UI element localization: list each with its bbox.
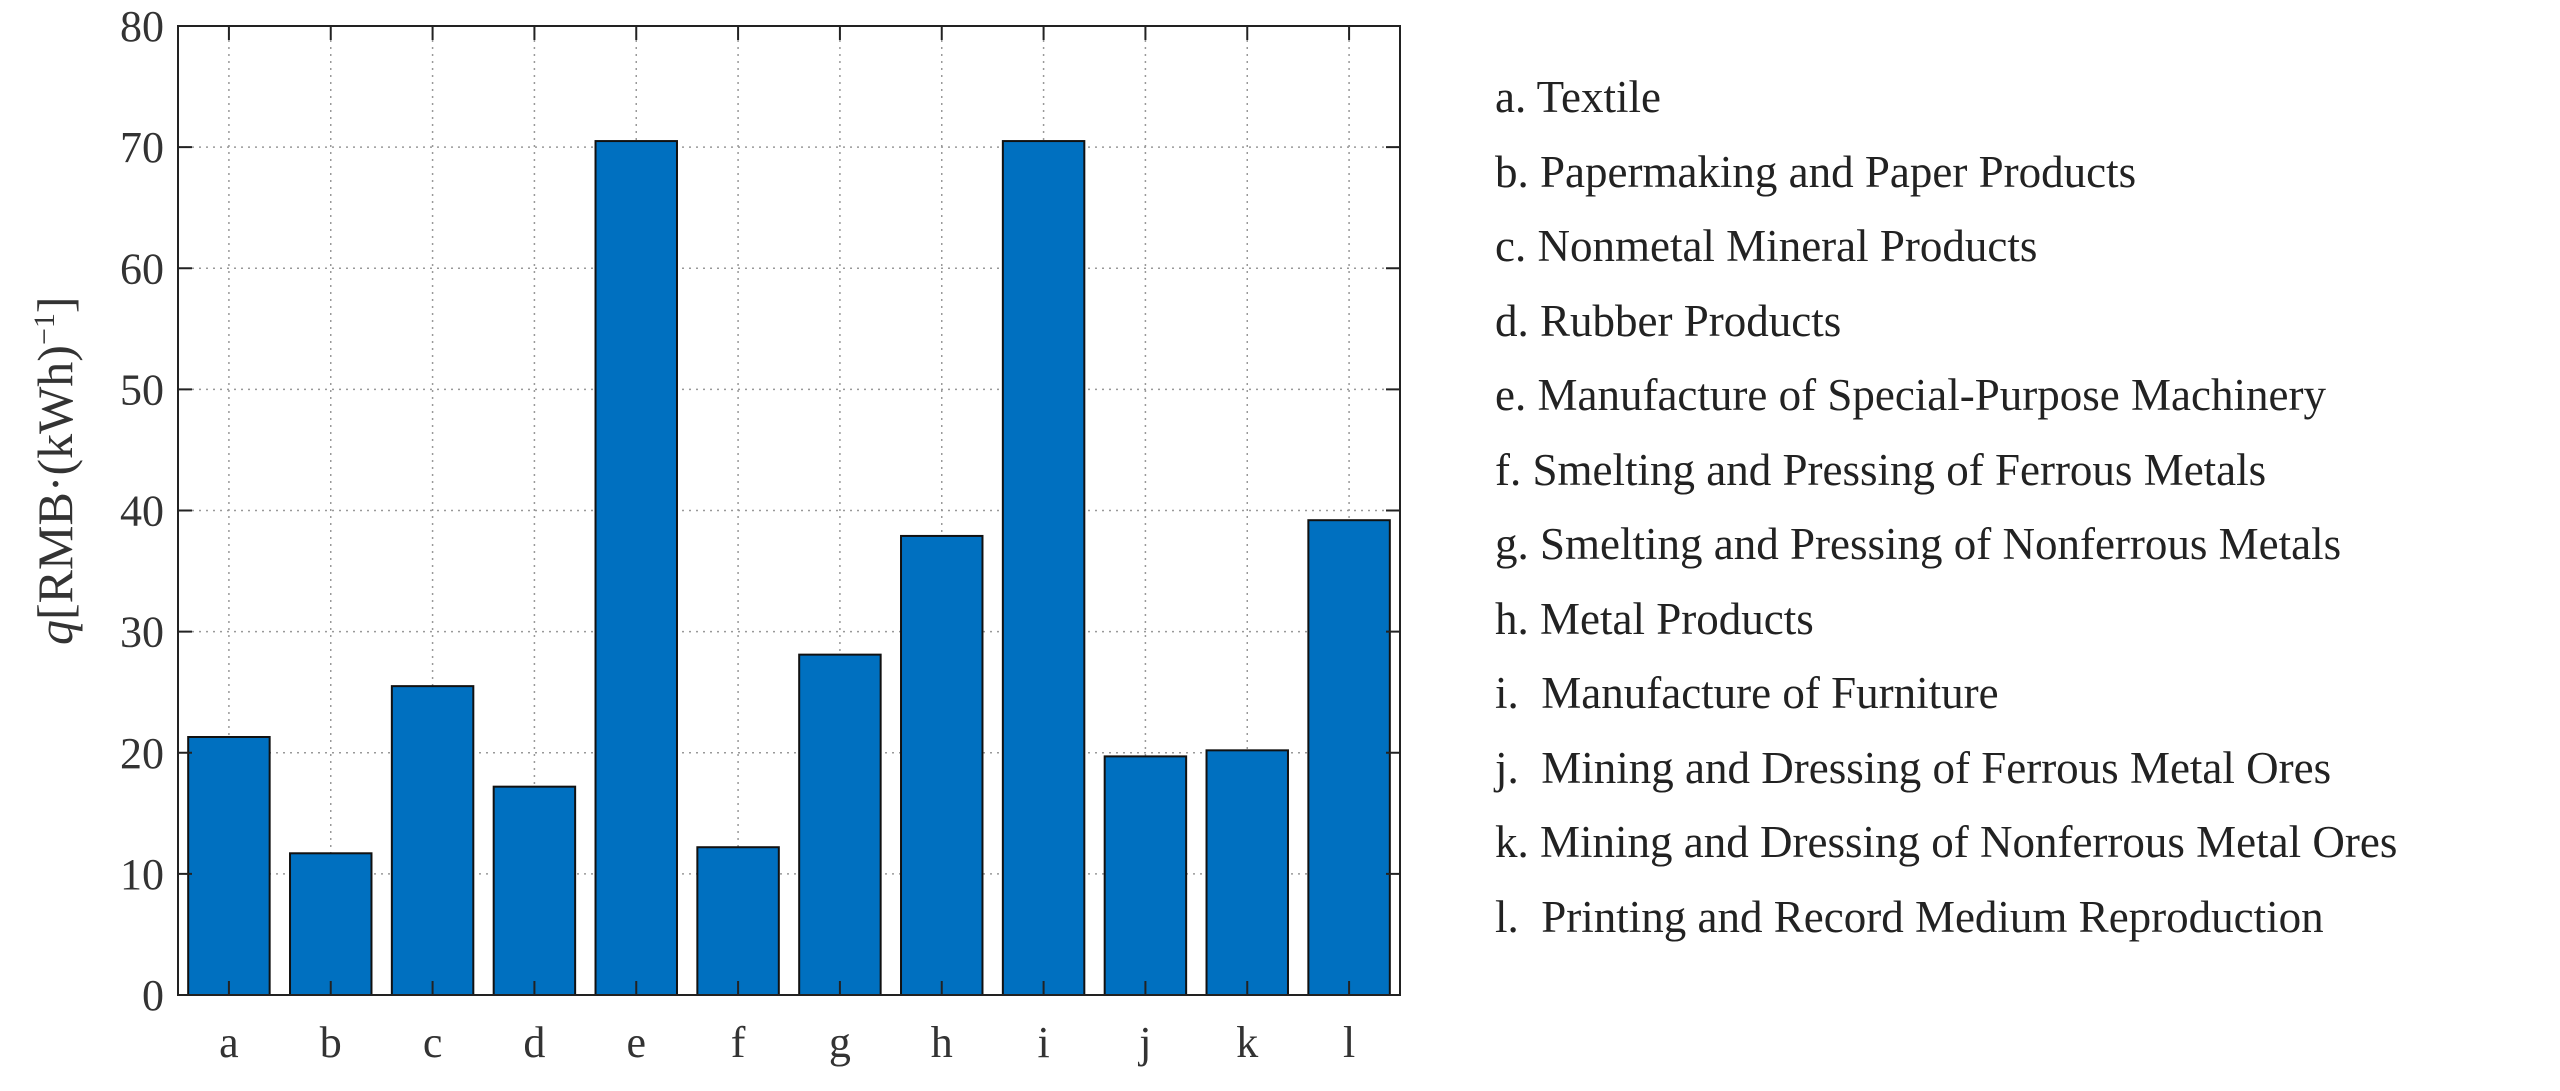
- y-axis-label-unit: [RMB·(kWh): [27, 345, 83, 620]
- x-tick-label: a: [219, 1018, 239, 1067]
- bar-l: [1307, 519, 1391, 996]
- axis-ticks: [178, 25, 1400, 996]
- y-tick-label: 0: [142, 971, 164, 1020]
- y-axis-label-symbol: q: [27, 620, 83, 645]
- y-tick-label: 70: [120, 123, 164, 172]
- bar-h: [900, 534, 984, 997]
- legend-item: l. Printing and Record Medium Reproducti…: [1495, 880, 2397, 955]
- y-tick-label: 80: [120, 2, 164, 51]
- legend-item: i. Manufacture of Furniture: [1495, 656, 2397, 731]
- bar-chart: 0 10 20 30 40 50 60 70 80 a b c d e f g h i j k l q[RMB·(kW…: [27, 2, 1401, 1067]
- x-tick-labels: a b c d e f g h i j k l: [219, 1018, 1355, 1067]
- legend-item-label: f. Smelting and Pressing of Ferrous Meta…: [1495, 444, 2267, 495]
- x-tick-label: f: [731, 1018, 746, 1067]
- legend-item-label: b. Papermaking and Paper Products: [1495, 146, 2137, 197]
- x-tick-label: g: [829, 1018, 851, 1067]
- bar-b: [289, 852, 373, 996]
- y-axis-label-close: ]: [27, 296, 83, 313]
- legend-item-label: i. Manufacture of Furniture: [1495, 668, 1999, 718]
- legend-item-label: k. Mining and Dressing of Nonferrous Met…: [1495, 817, 2398, 867]
- x-tick-label: i: [1037, 1018, 1049, 1067]
- legend-item: f. Smelting and Pressing of Ferrous Meta…: [1495, 433, 2397, 508]
- legend-item-label: h. Metal Products: [1495, 593, 1814, 644]
- y-tick-label: 40: [120, 487, 164, 536]
- legend-item-label: c. Nonmetal Mineral Products: [1495, 221, 2038, 271]
- x-tick-label: l: [1343, 1018, 1355, 1067]
- legend-item-label: e. Manufacture of Special-Purpose Machin…: [1495, 370, 2326, 420]
- legend-item: g. Smelting and Pressing of Nonferrous M…: [1495, 507, 2397, 582]
- bar-c: [390, 685, 475, 996]
- bar-k: [1205, 749, 1289, 997]
- legend-item-label: j. Mining and Dressing of Ferrous Metal …: [1495, 742, 2332, 793]
- y-tick-label: 50: [120, 365, 164, 414]
- legend-item: b. Papermaking and Paper Products: [1495, 135, 2397, 210]
- bar-g: [798, 653, 882, 996]
- y-tick-labels: 0 10 20 30 40 50 60 70 80: [120, 2, 164, 1020]
- bars: [187, 140, 1391, 997]
- x-tick-label: j: [1137, 1018, 1151, 1067]
- legend-item-label: d. Rubber Products: [1495, 295, 1842, 346]
- legend-item: h. Metal Products: [1495, 582, 2397, 657]
- bar-a: [187, 736, 271, 996]
- y-tick-label: 30: [120, 608, 164, 657]
- y-tick-label: 20: [120, 729, 164, 778]
- bar-d: [492, 785, 577, 996]
- x-tick-label: e: [626, 1018, 646, 1067]
- legend-item: a. Textile: [1495, 60, 2397, 135]
- x-tick-label: c: [423, 1018, 443, 1067]
- legend-item: j. Mining and Dressing of Ferrous Metal …: [1495, 731, 2397, 806]
- legend-item: d. Rubber Products: [1495, 284, 2397, 359]
- bar-e: [594, 140, 678, 997]
- x-tick-label: d: [523, 1018, 545, 1067]
- bar-f: [696, 846, 780, 996]
- bar-i: [1001, 140, 1086, 997]
- legend-item-label: l. Printing and Record Medium Reproducti…: [1495, 891, 2324, 942]
- legend-item: c. Nonmetal Mineral Products: [1495, 209, 2397, 284]
- legend-item: k. Mining and Dressing of Nonferrous Met…: [1495, 805, 2397, 880]
- y-tick-label: 10: [120, 850, 164, 899]
- legend-item: e. Manufacture of Special-Purpose Machin…: [1495, 358, 2397, 433]
- y-axis-label-exponent: −1: [28, 313, 61, 345]
- legend: a. Textile b. Papermaking and Paper Produ…: [1495, 60, 2397, 954]
- bar-j: [1103, 755, 1188, 996]
- x-tick-label: h: [931, 1018, 953, 1067]
- grid-lines: [178, 146, 1400, 875]
- x-tick-label: k: [1236, 1018, 1258, 1067]
- legend-item-label: a. Textile: [1495, 72, 1661, 122]
- legend-item-label: g. Smelting and Pressing of Nonferrous M…: [1495, 519, 2342, 569]
- y-axis-label: q[RMB·(kWh)−1]: [27, 296, 83, 645]
- x-tick-label: b: [320, 1018, 342, 1067]
- y-tick-label: 60: [120, 244, 164, 293]
